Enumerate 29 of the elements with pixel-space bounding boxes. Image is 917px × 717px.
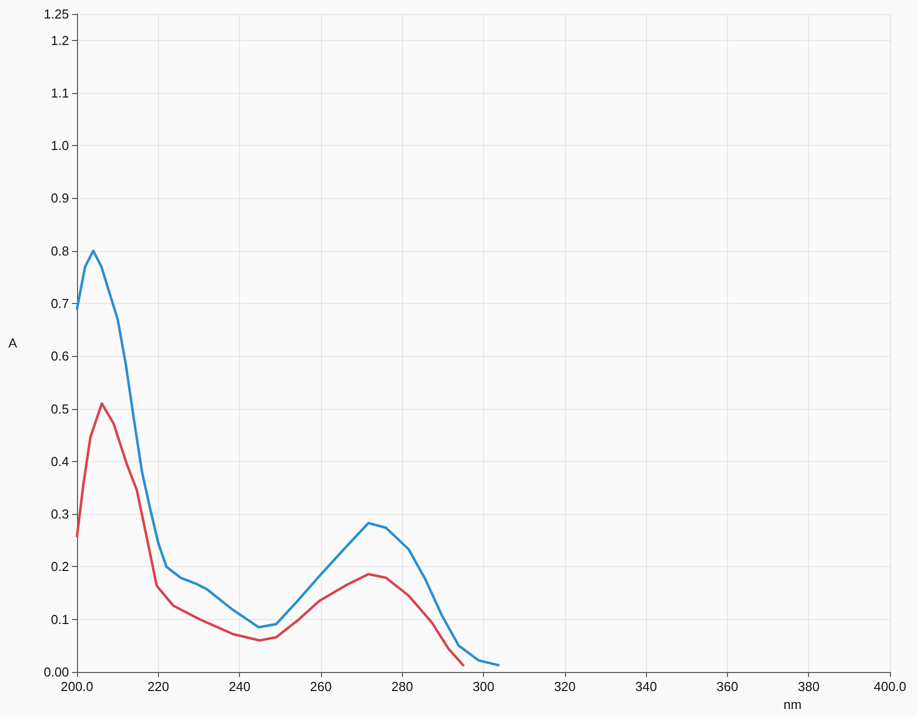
y-tick-label: 1.25 [44, 6, 69, 22]
line-series [76, 250, 500, 666]
y-axis-title: A [8, 336, 18, 350]
x-tick-label: 360 [716, 679, 738, 694]
y-tick-label: 0.2 [50, 559, 69, 574]
x-tick-label: 380 [798, 679, 820, 694]
line-series [76, 402, 464, 666]
y-tick-label: 1.0 [50, 138, 69, 154]
x-tick-label: 400.0 [874, 679, 906, 694]
y-tick-label: 0.8 [50, 243, 69, 258]
x-tick-label: 220 [147, 679, 170, 694]
y-tick-label: 0.3 [50, 506, 69, 522]
y-tick-label: 0.7 [50, 296, 69, 312]
x-axis-title: nm [784, 697, 802, 712]
y-tick-label: 1.1 [50, 85, 69, 100]
x-tick-label: 280 [391, 679, 414, 694]
y-tick-label: 0.9 [50, 190, 69, 206]
y-tick-label: 0.5 [50, 401, 69, 416]
y-tick-label: 0.4 [50, 454, 69, 469]
y-tick-label: 0.6 [50, 348, 69, 364]
y-tick-label: 0.00 [44, 664, 69, 680]
y-tick-label: 1.2 [50, 32, 69, 48]
y-tick-label: 0.1 [50, 612, 69, 627]
x-tick-label: 260 [310, 679, 332, 694]
x-tick-label: 300 [472, 679, 494, 694]
x-tick-label: 320 [554, 679, 576, 694]
x-tick-label: 200.0 [60, 679, 94, 694]
x-tick-label: 340 [635, 679, 657, 694]
x-tick-label: 240 [228, 679, 250, 694]
